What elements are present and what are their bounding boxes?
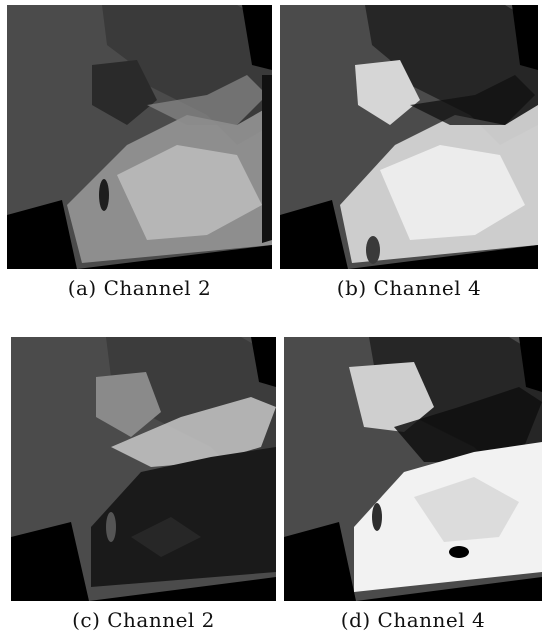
caption-c: (c) Channel 2: [72, 608, 215, 632]
caption-b: (b) Channel 4: [336, 276, 482, 300]
satellite-image-d: [284, 337, 542, 601]
satellite-image-c: [11, 337, 276, 601]
satellite-image-a: [7, 5, 272, 269]
satellite-image-b: [280, 5, 538, 269]
caption-a: (a) Channel 2: [67, 276, 212, 300]
caption-d: (d) Channel 4: [340, 608, 486, 632]
